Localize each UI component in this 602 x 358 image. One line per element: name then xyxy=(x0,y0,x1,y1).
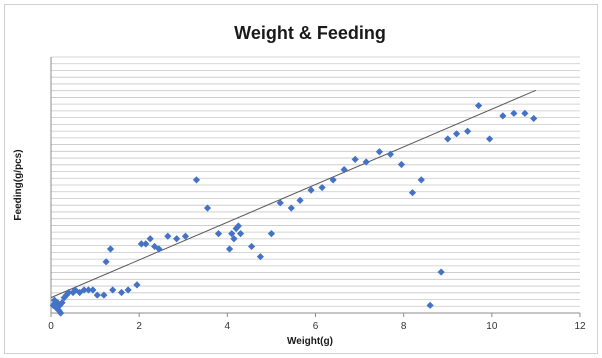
data-point xyxy=(375,148,384,156)
x-axis-label: Weight(g) xyxy=(287,336,333,347)
data-point xyxy=(71,286,79,294)
x-tick-label: 4 xyxy=(225,321,231,332)
data-point xyxy=(93,291,101,299)
data-point xyxy=(463,127,472,135)
data-point xyxy=(247,242,256,251)
data-point xyxy=(230,235,238,243)
data-point xyxy=(137,240,145,248)
x-tick-labels: 0 2 4 6 8 10 12 xyxy=(48,313,586,332)
data-point xyxy=(62,291,71,299)
data-point xyxy=(124,286,132,294)
data-point xyxy=(109,286,117,294)
data-point xyxy=(530,114,538,123)
data-points xyxy=(49,102,538,317)
data-point xyxy=(133,281,141,289)
data-point xyxy=(58,299,66,307)
trendline xyxy=(50,89,537,299)
data-point xyxy=(340,166,348,174)
data-point xyxy=(276,199,284,207)
y-axis-label: Feeding(g/pcs) xyxy=(13,149,24,220)
data-point xyxy=(236,230,245,238)
data-point xyxy=(192,176,201,184)
data-point xyxy=(408,189,417,197)
data-point xyxy=(362,158,370,166)
data-point xyxy=(499,112,507,120)
chart-container: Weight & Feeding 0 2 4 6 8 10 12 Weight(g) Fee… xyxy=(4,4,598,354)
x-tick-label: 12 xyxy=(574,321,586,332)
data-point xyxy=(65,288,73,297)
data-point xyxy=(318,183,326,192)
gridlines xyxy=(51,56,580,307)
data-point xyxy=(267,230,276,238)
data-point xyxy=(486,135,494,143)
data-point xyxy=(510,109,518,117)
data-point xyxy=(84,286,93,294)
data-point xyxy=(234,222,242,230)
data-point xyxy=(386,150,395,158)
scatter-chart: Weight & Feeding 0 2 4 6 8 10 12 Weight(g) Fee… xyxy=(13,23,586,347)
data-point xyxy=(475,102,483,110)
data-point xyxy=(214,230,223,238)
data-point xyxy=(100,291,108,299)
data-point xyxy=(426,301,434,309)
data-point xyxy=(117,288,126,297)
data-point xyxy=(287,204,295,212)
x-tick-label: 10 xyxy=(486,321,498,332)
data-point xyxy=(296,196,304,204)
data-point xyxy=(521,109,529,117)
data-point xyxy=(89,286,97,294)
data-point xyxy=(164,232,172,240)
data-point xyxy=(80,286,88,294)
data-point xyxy=(256,253,264,261)
data-point xyxy=(106,245,115,253)
x-tick-label: 0 xyxy=(48,321,54,332)
data-point xyxy=(146,235,154,243)
data-point xyxy=(307,186,315,194)
data-point xyxy=(444,135,452,143)
data-point xyxy=(452,130,461,138)
chart-title: Weight & Feeding xyxy=(234,23,386,43)
x-tick-label: 8 xyxy=(401,321,407,332)
data-point xyxy=(225,245,234,253)
data-point xyxy=(60,294,68,302)
data-point xyxy=(203,204,212,212)
trendline-layer xyxy=(50,89,537,299)
data-point xyxy=(397,160,406,169)
data-point xyxy=(57,309,65,317)
data-point xyxy=(155,245,163,253)
data-point xyxy=(417,176,425,184)
x-tick-label: 2 xyxy=(136,321,142,332)
data-point xyxy=(437,268,445,276)
data-point xyxy=(102,258,110,266)
data-point xyxy=(173,235,181,243)
data-point xyxy=(142,240,150,248)
data-point xyxy=(329,176,337,184)
data-point xyxy=(228,230,236,238)
data-point xyxy=(54,299,62,307)
data-point xyxy=(181,232,190,240)
x-tick-label: 6 xyxy=(313,321,319,332)
data-point xyxy=(351,155,359,163)
